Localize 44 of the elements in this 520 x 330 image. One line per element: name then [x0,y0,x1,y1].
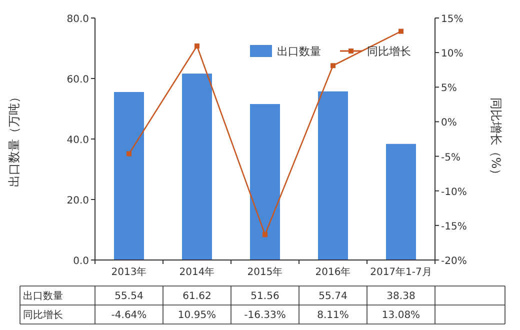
bar [182,74,212,260]
legend-label: 出口数量 [277,45,321,58]
y2-tick-label: 10% [441,48,464,60]
bar [386,144,416,260]
point [126,151,132,156]
text: 同比增长 [23,310,63,321]
data-label: 55.54 [114,291,144,302]
text: 出口数量 [23,291,63,302]
data-label: 55.74 [318,291,348,302]
data-label: 8.11% [317,310,349,321]
point [194,44,200,49]
data-label: 13.08% [382,310,420,321]
y-tick-label: 80.0 [66,14,89,25]
x-tick-label: 2013年 [111,266,147,278]
point [262,232,268,238]
data-label: 51.56 [250,291,280,302]
y-tick-label: 20.0 [66,196,89,206]
y2-tick-label: -20% [441,256,467,267]
y-tick-label: 40.0 [66,135,89,146]
y2-tick-label: 0% [441,118,457,129]
x-tick-label: 2015年 [247,266,283,278]
y2-tick-label: 15% [441,14,464,25]
x-tick-label: 2014年 [179,266,215,278]
y2-tick-label: -5% [441,152,460,164]
y2-tick-label: -10% [441,186,467,198]
bar [250,104,280,260]
y2-tick-label: -15% [441,221,467,232]
data-label: 38.38 [386,291,416,302]
data-label: -4.64% [111,310,147,321]
point [398,28,404,34]
x-tick-label: 2016年 [315,266,351,278]
y-tick-label: 60.0 [66,74,89,86]
y-tick-label: 0.0 [73,256,89,267]
legend-label: 同比增长 [367,45,411,58]
bar [318,91,348,260]
data-label: 10.95% [178,310,216,321]
data-label: -16.33% [244,310,286,321]
data-label: 61.62 [182,291,212,302]
point [330,63,336,68]
y2-tick-label: 5% [441,83,457,94]
bar [114,92,144,260]
y2-axis-title: 同比增长（%） [489,97,503,181]
y-axis-title: 出口数量（万吨） [7,91,21,187]
x-tick-label: 2017年1-7月 [370,266,432,278]
